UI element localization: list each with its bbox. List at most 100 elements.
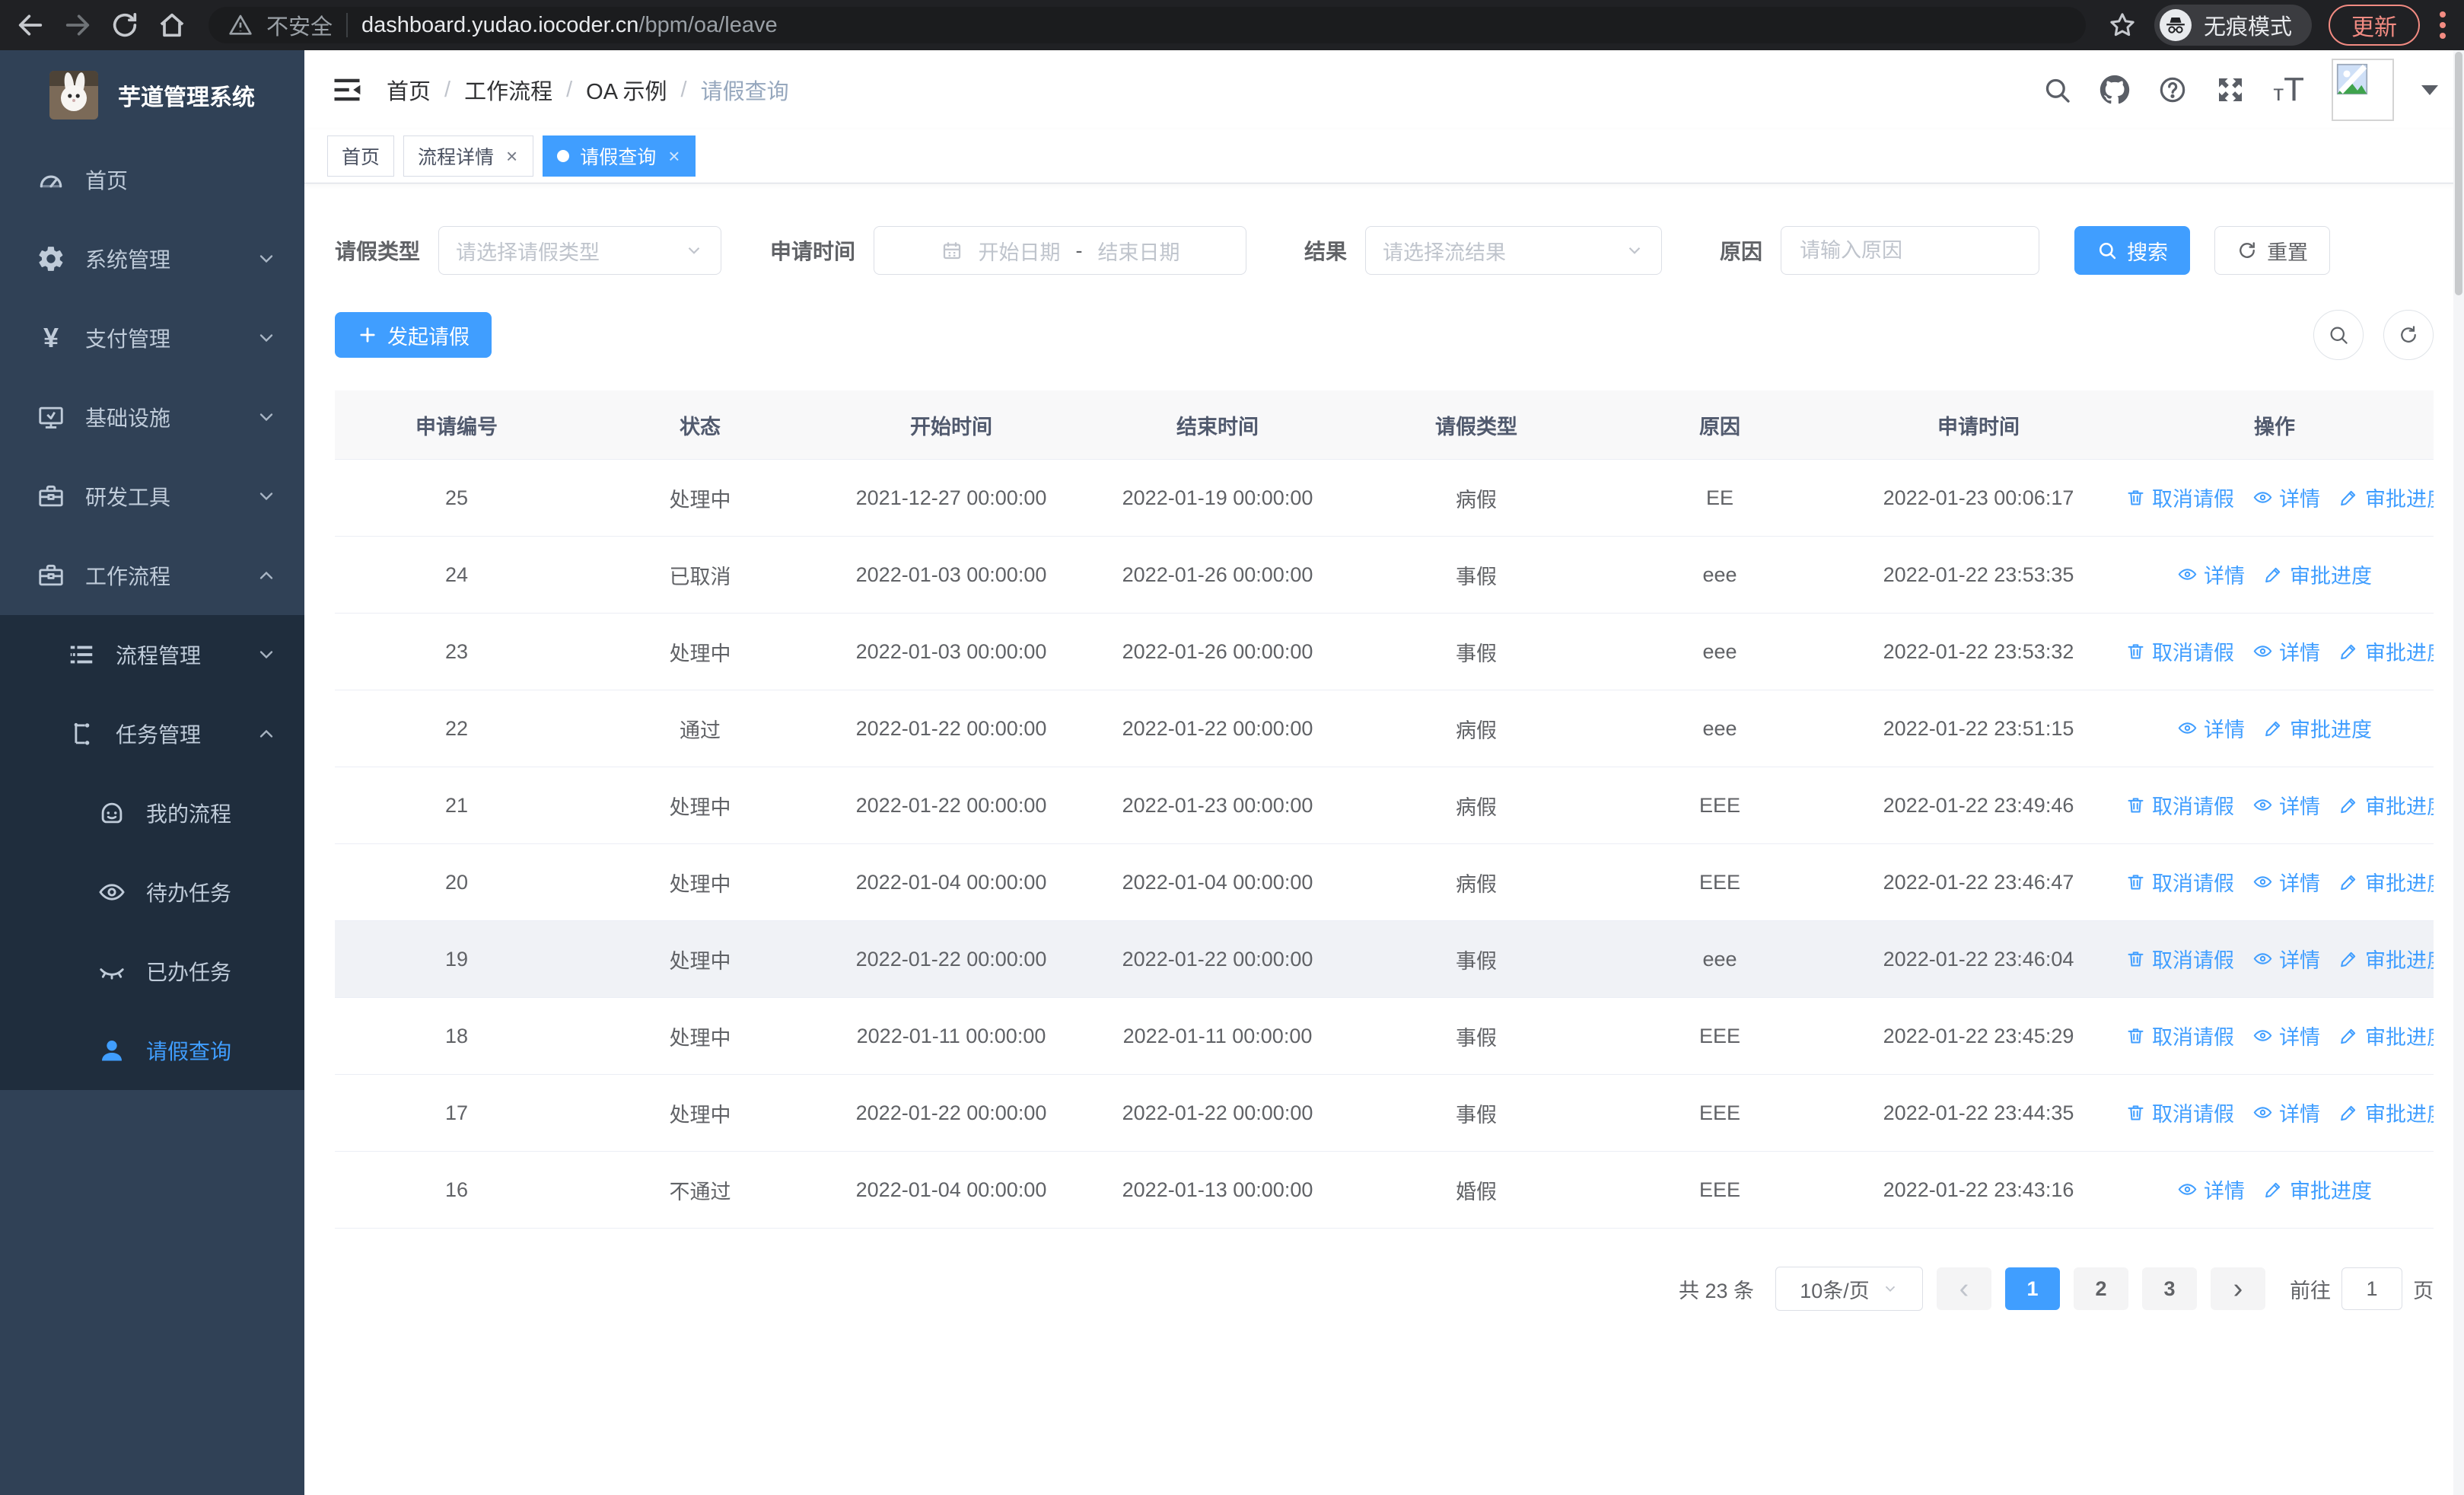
chevron-up-icon: [256, 723, 277, 744]
scrollbar[interactable]: [2453, 50, 2464, 1495]
table-cell: 2022-01-22 23:53:35: [1842, 536, 2115, 614]
avatar[interactable]: [2332, 59, 2394, 121]
table-cell: 2022-01-19 00:00:00: [1081, 459, 1355, 537]
page-button-3[interactable]: 3: [2142, 1267, 2197, 1310]
url-bar[interactable]: 不安全 dashboard.yudao.iocoder.cn/bpm/oa/le…: [209, 7, 2086, 43]
leave-type-select[interactable]: 请选择请假类型: [438, 226, 722, 275]
table-cell: 22: [335, 690, 578, 767]
sidebar-item-label: 已办任务: [146, 961, 232, 984]
result-select[interactable]: 请选择流结果: [1365, 226, 1663, 275]
page-button-2[interactable]: 2: [2074, 1267, 2128, 1310]
approval-progress-link[interactable]: 审批进度: [2338, 867, 2434, 897]
reload-icon[interactable]: [110, 10, 140, 40]
search-icon[interactable]: [2042, 75, 2072, 105]
prev-page-button[interactable]: ‹: [1937, 1267, 1991, 1310]
github-icon[interactable]: [2099, 75, 2130, 105]
approval-progress-link[interactable]: 审批进度: [2338, 483, 2434, 512]
detail-link[interactable]: 详情: [2177, 559, 2245, 589]
chevron-down-icon: [256, 644, 277, 665]
edit-icon: [2338, 487, 2359, 508]
detail-link[interactable]: 详情: [2252, 636, 2320, 666]
detail-link[interactable]: 详情: [2177, 713, 2245, 743]
sidebar-item-label: 我的流程: [146, 802, 232, 826]
table-row: 23 处理中 2022-01-03 00:00:00 2022-01-26 00:00…: [335, 613, 2434, 690]
reason-input[interactable]: [1798, 237, 2023, 263]
approval-progress-link[interactable]: 审批进度: [2263, 1175, 2372, 1204]
cancel-leave-link[interactable]: 取消请假: [2125, 867, 2234, 897]
actions-cell: 取消请假详情审批进度: [2115, 459, 2434, 537]
sidebar-item-workflow[interactable]: 工作流程: [0, 536, 304, 615]
detail-link[interactable]: 详情: [2252, 867, 2320, 897]
sidebar-item-task-management[interactable]: 任务管理: [0, 694, 304, 773]
cancel-leave-link[interactable]: 取消请假: [2125, 636, 2234, 666]
sidebar-item-home[interactable]: 首页: [0, 140, 304, 219]
close-icon[interactable]: ×: [668, 145, 680, 167]
page-button-1[interactable]: 1: [2005, 1267, 2060, 1310]
scrollbar-thumb[interactable]: [2455, 52, 2462, 295]
sidebar-item-process-management[interactable]: 流程管理: [0, 615, 304, 694]
tab-process-detail[interactable]: 流程详情 ×: [403, 135, 534, 177]
cancel-leave-link[interactable]: 取消请假: [2125, 1021, 2234, 1050]
sidebar-item-todo-tasks[interactable]: 待办任务: [0, 853, 304, 932]
detail-link[interactable]: 详情: [2252, 790, 2320, 820]
show-search-button[interactable]: [2313, 310, 2364, 360]
browser-menu-icon[interactable]: [2437, 8, 2449, 42]
sidebar-item-system-management[interactable]: 系统管理: [0, 219, 304, 298]
bookmark-star-icon[interactable]: [2107, 10, 2138, 40]
help-icon[interactable]: [2157, 75, 2188, 105]
sidebar-item-dev-tools[interactable]: 研发工具: [0, 457, 304, 536]
app-logo[interactable]: 芋道管理系统: [0, 50, 304, 140]
apply-time-label: 申请时间: [770, 240, 856, 263]
font-size-icon[interactable]: ᴛT: [2273, 71, 2304, 108]
avatar-caret-icon[interactable]: [2421, 84, 2438, 95]
yen-icon: ¥: [43, 322, 59, 353]
detail-link[interactable]: 详情: [2252, 1021, 2320, 1050]
detail-link[interactable]: 详情: [2252, 483, 2320, 512]
not-secure-warning-icon[interactable]: [228, 13, 253, 37]
tab-home[interactable]: 首页: [327, 135, 395, 177]
search-button[interactable]: 搜索: [2074, 226, 2191, 275]
sidebar-item-done-tasks[interactable]: 已办任务: [0, 932, 304, 1011]
close-icon[interactable]: ×: [506, 145, 518, 167]
goto-page-input[interactable]: [2341, 1267, 2402, 1310]
approval-progress-link[interactable]: 审批进度: [2338, 1021, 2434, 1050]
breadcrumb-item[interactable]: 首页: [387, 80, 431, 104]
detail-link[interactable]: 详情: [2252, 1098, 2320, 1127]
dashboard-icon: [37, 165, 65, 194]
page-size-select[interactable]: 10条/页: [1775, 1267, 1923, 1311]
approval-progress-link[interactable]: 审批进度: [2338, 1098, 2434, 1127]
tab-leave-query[interactable]: 请假查询 ×: [543, 135, 696, 177]
reset-button[interactable]: 重置: [2214, 226, 2331, 275]
sidebar-item-leave-query[interactable]: 请假查询: [0, 1011, 304, 1090]
fullscreen-icon[interactable]: [2215, 75, 2246, 105]
table-cell: EEE: [1598, 1151, 1842, 1229]
forward-icon[interactable]: [62, 10, 93, 40]
cancel-leave-link[interactable]: 取消请假: [2125, 483, 2234, 512]
column-header: 状态: [578, 390, 822, 460]
approval-progress-link[interactable]: 审批进度: [2338, 636, 2434, 666]
table-cell: 24: [335, 536, 578, 614]
refresh-table-button[interactable]: [2383, 310, 2434, 360]
apply-time-range-picker[interactable]: 开始日期 - 结束日期: [874, 226, 1247, 275]
approval-progress-link[interactable]: 审批进度: [2338, 790, 2434, 820]
sidebar-item-payment-management[interactable]: ¥ 支付管理: [0, 298, 304, 378]
sidebar-item-label: 研发工具: [85, 486, 171, 509]
omnibox-divider: [346, 13, 349, 37]
cancel-leave-link[interactable]: 取消请假: [2125, 1098, 2234, 1127]
approval-progress-link[interactable]: 审批进度: [2338, 944, 2434, 974]
cancel-leave-link[interactable]: 取消请假: [2125, 790, 2234, 820]
update-button[interactable]: 更新: [2329, 5, 2420, 46]
detail-link[interactable]: 详情: [2177, 1175, 2245, 1204]
sidebar-item-infrastructure[interactable]: 基础设施: [0, 378, 304, 457]
sidebar-item-my-process[interactable]: 我的流程: [0, 773, 304, 853]
sidebar-toggle-icon[interactable]: [330, 73, 364, 107]
next-page-button[interactable]: ›: [2211, 1267, 2265, 1310]
detail-link[interactable]: 详情: [2252, 944, 2320, 974]
back-icon[interactable]: [15, 10, 46, 40]
approval-progress-link[interactable]: 审批进度: [2263, 559, 2372, 589]
approval-progress-link[interactable]: 审批进度: [2263, 713, 2372, 743]
create-leave-button[interactable]: 发起请假: [335, 312, 492, 358]
table-cell: 2022-01-22 23:51:15: [1842, 690, 2115, 767]
home-icon[interactable]: [157, 10, 187, 40]
cancel-leave-link[interactable]: 取消请假: [2125, 944, 2234, 974]
